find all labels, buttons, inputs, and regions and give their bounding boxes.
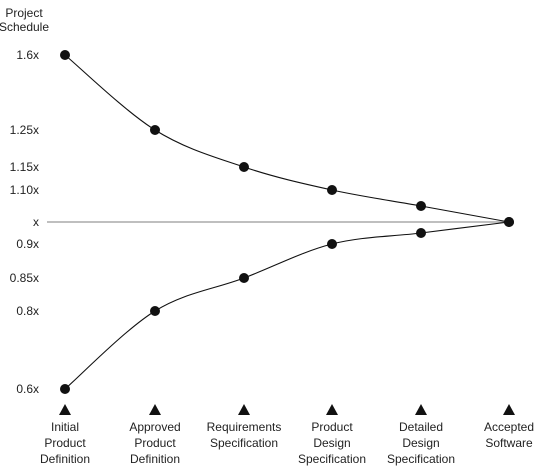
y-tick-label: 1.25x	[10, 123, 39, 137]
data-point	[239, 273, 249, 283]
x-category-label: Software	[485, 436, 533, 450]
x-axis-labels: Initial Product Definition Approved Product D…	[40, 420, 534, 466]
milestone-triangle	[415, 404, 427, 415]
data-point	[60, 50, 70, 60]
data-point	[60, 384, 70, 394]
data-point	[504, 217, 514, 227]
x-category-label: Specification	[387, 452, 455, 466]
milestone-triangle	[326, 404, 338, 415]
y-tick-label: 0.8x	[16, 304, 39, 318]
y-tick-label: 0.85x	[10, 271, 39, 285]
x-category-label: Requirements	[207, 420, 282, 434]
milestone-triangle	[149, 404, 161, 415]
upper-series-curve	[64, 54, 510, 223]
y-axis-title-line: Schedule	[0, 20, 49, 34]
milestone-markers	[59, 404, 515, 415]
y-tick-label: 0.9x	[16, 237, 39, 251]
x-category-label: Product	[134, 436, 176, 450]
data-point	[327, 239, 337, 249]
data-point	[150, 125, 160, 135]
x-category-label: Definition	[40, 452, 90, 466]
data-point	[150, 306, 160, 316]
y-tick-label: 1.15x	[10, 160, 39, 174]
milestone-triangle	[238, 404, 250, 415]
x-category-label: Definition	[130, 452, 180, 466]
x-category-label: Initial	[51, 420, 79, 434]
x-category-label: Specification	[298, 452, 366, 466]
x-category-label: Product	[311, 420, 353, 434]
x-category-label: Approved	[129, 420, 180, 434]
series-points	[60, 50, 514, 394]
y-axis-title-line: Project	[5, 6, 43, 20]
y-tick-label: 1.10x	[10, 183, 39, 197]
lower-series-curve	[64, 221, 510, 390]
x-category-label: Specification	[210, 436, 278, 450]
milestone-triangle	[59, 404, 71, 415]
y-axis-ticks: 1.6x 1.25x 1.15x 1.10x x 0.9x 0.85x 0.8x 0.6x	[10, 48, 39, 396]
x-category-label: Design	[313, 436, 350, 450]
x-category-label: Product	[44, 436, 86, 450]
x-category-label: Design	[402, 436, 439, 450]
y-tick-label: 1.6x	[16, 48, 39, 62]
x-category-label: Detailed	[399, 420, 443, 434]
series-curves	[64, 54, 510, 390]
data-point	[327, 185, 337, 195]
y-tick-label: 0.6x	[16, 382, 39, 396]
data-point	[416, 201, 426, 211]
data-point	[416, 228, 426, 238]
x-category-label: Accepted	[484, 420, 534, 434]
y-tick-label: x	[33, 215, 39, 229]
data-point	[239, 162, 249, 172]
milestone-triangle	[503, 404, 515, 415]
